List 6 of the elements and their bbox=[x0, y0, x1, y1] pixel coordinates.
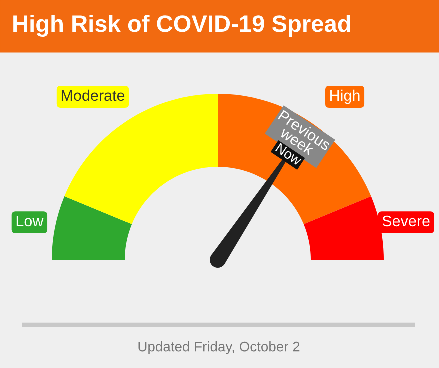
slice-label: High bbox=[330, 90, 360, 104]
text: Updated Friday, October 2 bbox=[138, 342, 300, 354]
slice-label: Low bbox=[16, 216, 44, 227]
slice-label: Moderate bbox=[62, 90, 125, 102]
chart-title: High Risk of COVID-19 Spread bbox=[14, 14, 350, 38]
slice-label: Severe bbox=[382, 216, 430, 227]
